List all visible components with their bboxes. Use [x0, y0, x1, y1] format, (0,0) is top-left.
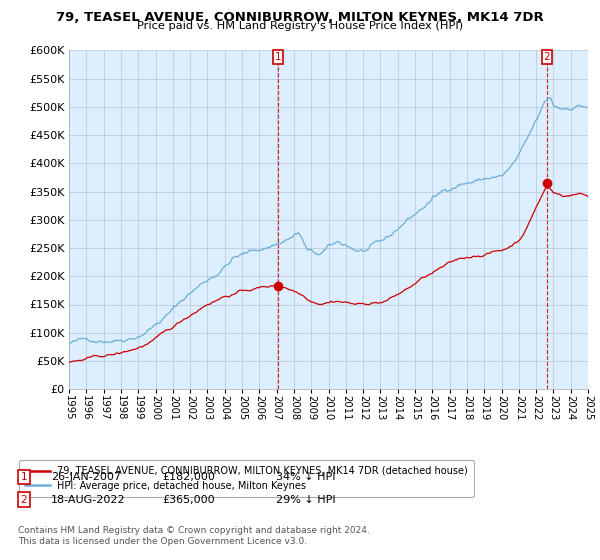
Text: 1: 1: [274, 52, 281, 62]
Text: 1: 1: [20, 472, 28, 482]
Text: £365,000: £365,000: [162, 494, 215, 505]
Text: Price paid vs. HM Land Registry's House Price Index (HPI): Price paid vs. HM Land Registry's House …: [137, 21, 463, 31]
Text: Contains HM Land Registry data © Crown copyright and database right 2024.
This d: Contains HM Land Registry data © Crown c…: [18, 526, 370, 546]
Text: 2: 2: [544, 52, 550, 62]
Text: 2: 2: [20, 494, 28, 505]
Text: £182,000: £182,000: [162, 472, 215, 482]
Text: 18-AUG-2022: 18-AUG-2022: [51, 494, 125, 505]
Legend: 79, TEASEL AVENUE, CONNIBURROW, MILTON KEYNES, MK14 7DR (detached house), HPI: A: 79, TEASEL AVENUE, CONNIBURROW, MILTON K…: [19, 460, 474, 497]
Text: 79, TEASEL AVENUE, CONNIBURROW, MILTON KEYNES, MK14 7DR: 79, TEASEL AVENUE, CONNIBURROW, MILTON K…: [56, 11, 544, 24]
Text: 26-JAN-2007: 26-JAN-2007: [51, 472, 121, 482]
Text: 34% ↓ HPI: 34% ↓ HPI: [276, 472, 335, 482]
Text: 29% ↓ HPI: 29% ↓ HPI: [276, 494, 335, 505]
